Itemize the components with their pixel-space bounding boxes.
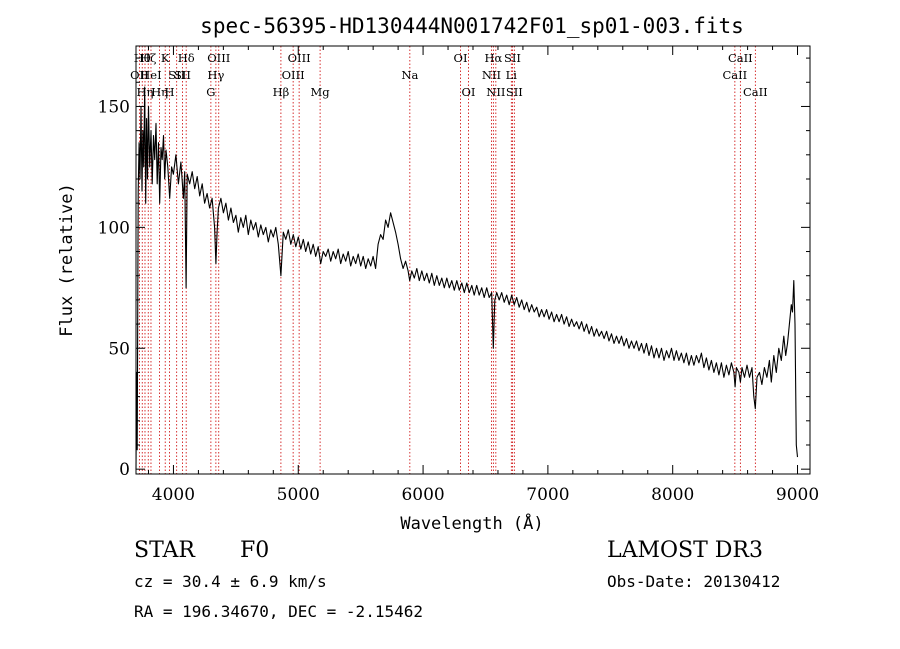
y-tick-label: 100 xyxy=(98,218,130,238)
line-marker-label: Li xyxy=(506,68,518,82)
y-axis-ticks: 0 50 100 150 xyxy=(98,57,810,480)
line-marker-label: OI xyxy=(462,85,476,99)
line-marker-label: K xyxy=(161,51,170,65)
line-marker-label: Hδ xyxy=(178,51,195,65)
obs-date: Obs-Date: 20130412 xyxy=(607,572,781,591)
x-axis-ticks: 4000 5000 6000 7000 8000 9000 xyxy=(147,46,819,505)
x-tick-label: 6000 xyxy=(401,485,444,505)
line-marker-label: CaII xyxy=(722,68,747,82)
line-marker-label: OIII xyxy=(288,51,311,65)
chart-title: spec-56395-HD130444N001742F01_sp01-003.f… xyxy=(200,14,744,38)
line-marker-labels: OIIHθHηHζHeIHηKHSIISIIHδGHγOIIIHβOIIIOII… xyxy=(130,51,768,99)
x-tick-label: 5000 xyxy=(277,485,320,505)
y-tick-label: 150 xyxy=(98,97,130,117)
x-tick-label: 9000 xyxy=(776,485,819,505)
line-marker-label: NII xyxy=(482,68,501,82)
object-class: STAR F0 xyxy=(134,538,269,563)
x-tick-label: 8000 xyxy=(651,485,694,505)
x-tick-label: 4000 xyxy=(152,485,195,505)
line-marker-label: OIII xyxy=(282,68,305,82)
line-marker-label: Hθ xyxy=(134,51,151,65)
survey-name: LAMOST DR3 xyxy=(607,538,763,563)
line-marker-label: H xyxy=(165,85,175,99)
line-marker-label: Hη xyxy=(151,85,168,99)
line-marker-label: NII xyxy=(486,85,505,99)
y-tick-label: 50 xyxy=(108,339,130,359)
redshift-cz: cz = 30.4 ± 6.9 km/s xyxy=(134,572,327,591)
object-class-value: STAR xyxy=(134,538,195,563)
x-axis-label: Wavelength (Å) xyxy=(400,512,543,534)
line-marker-label: SII xyxy=(506,85,523,99)
line-marker-label: HeI xyxy=(140,68,161,82)
line-marker-label: SII xyxy=(174,68,191,82)
line-marker-label: G xyxy=(206,85,215,99)
line-marker-label: Na xyxy=(401,68,418,82)
y-tick-label: 0 xyxy=(119,460,130,480)
line-marker-label: Hζ xyxy=(140,51,156,65)
spectrum-line xyxy=(135,86,799,470)
line-marker-label: Mg xyxy=(311,85,331,99)
line-marker-label: CaII xyxy=(743,85,768,99)
y-axis-label: Flux (relative) xyxy=(57,183,77,337)
line-marker-label: OI xyxy=(454,51,468,65)
line-marker-label: SII xyxy=(168,68,185,82)
line-marker-label: Hγ xyxy=(207,68,224,82)
ra-dec: RA = 196.34670, DEC = -2.15462 xyxy=(134,602,423,621)
object-subclass-value: F0 xyxy=(240,538,270,563)
line-marker-label: CaII xyxy=(728,51,753,65)
line-marker-label: SII xyxy=(504,51,521,65)
plot-frame xyxy=(135,45,811,475)
line-marker-label: OIII xyxy=(207,51,230,65)
line-markers xyxy=(138,46,756,474)
line-marker-label: Hα xyxy=(484,51,502,65)
x-tick-label: 7000 xyxy=(526,485,569,505)
line-marker-label: OII xyxy=(130,68,149,82)
line-marker-label: Hβ xyxy=(273,85,290,99)
